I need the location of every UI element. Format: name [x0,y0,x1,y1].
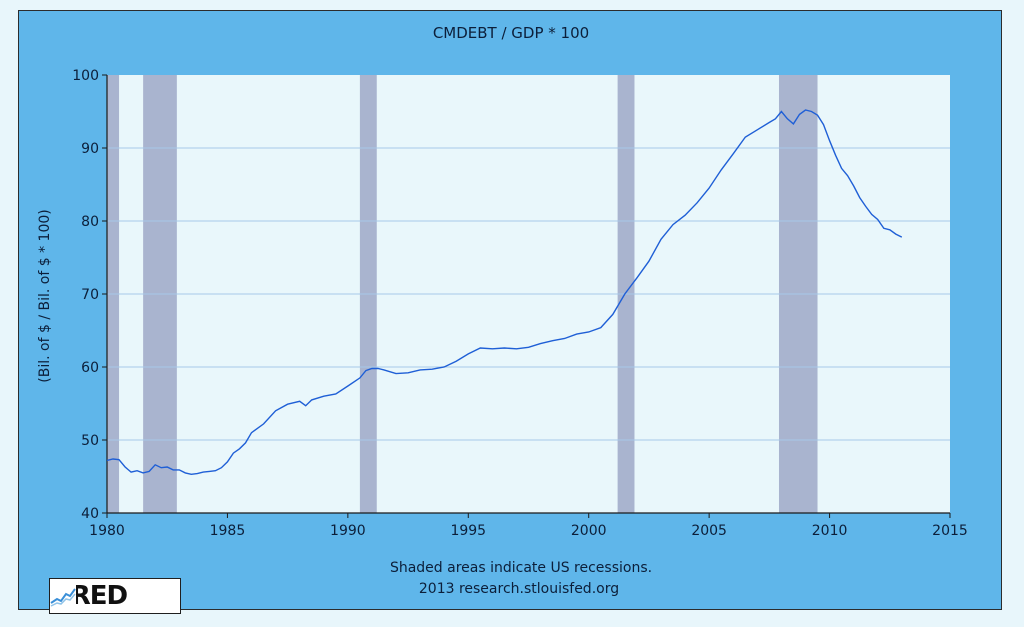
x-tick-label-1980: 1980 [89,523,125,539]
recession-note: Shaded areas indicate US recessions. [390,560,652,576]
y-axis-label: (Bil. of $ / Bil. of $ * 100) [37,209,53,382]
y-tick-label-40: 40 [81,506,99,522]
y-tick-label-60: 60 [81,360,99,376]
x-tick-label-2015: 2015 [932,523,968,539]
chart: 40 50 60 70 80 90 100 1980 1985 1990 1995 2000 2005… [37,24,968,597]
y-tick-label-100: 100 [72,68,99,84]
x-tick-label-2010: 2010 [812,523,848,539]
gridlines [107,147,950,441]
y-tick-label-90: 90 [81,141,99,157]
chart-frame: 40 50 60 70 80 90 100 1980 1985 1990 1995 2000 2005… [18,10,1002,614]
x-tick-label-2005: 2005 [691,523,727,539]
x-tick-label-1985: 1985 [210,523,246,539]
y-tick-label-70: 70 [81,287,99,303]
x-tick-labels: 1980 1985 1990 1995 2000 2005 2010 2015 [89,513,968,539]
source-credit: 2013 research.stlouisfed.org [419,581,619,597]
y-tick-labels: 40 50 60 70 80 90 100 [72,68,107,522]
y-tick-label-50: 50 [81,433,99,449]
series-line [106,109,903,476]
y-tick-label-80: 80 [81,214,99,230]
fred-chart-icon [50,585,76,607]
x-tick-label-2000: 2000 [571,523,607,539]
chart-title: CMDEBT / GDP * 100 [433,24,589,42]
fred-logo: FRED [49,578,181,614]
x-tick-label-1995: 1995 [450,523,486,539]
x-tick-label-1990: 1990 [330,523,366,539]
